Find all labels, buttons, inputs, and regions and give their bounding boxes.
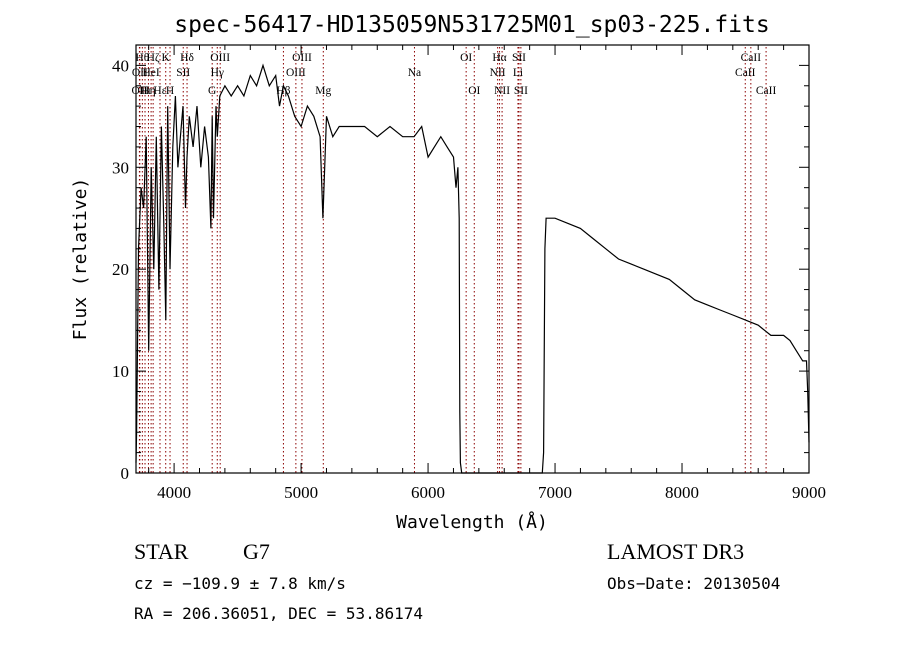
y-tick-label: 40 [112, 56, 129, 75]
line-label-18: Mg [315, 85, 331, 97]
x-tick-label: 5000 [284, 483, 318, 502]
line-label-9: H [166, 85, 174, 97]
y-tick-label: 0 [121, 464, 130, 483]
line-label-30: CaII [756, 85, 777, 97]
x-tick-label: 7000 [538, 483, 572, 502]
line-markers [138, 47, 767, 473]
plot-frame [135, 44, 810, 474]
y-axis-label: Flux (relative) [70, 178, 91, 341]
line-label-27: SII [514, 85, 528, 97]
x-tick-label: 8000 [665, 483, 699, 502]
line-label-4: Hη [141, 85, 155, 97]
line-label-25: Li [513, 67, 523, 79]
x-tick-label: 6000 [411, 483, 445, 502]
line-label-24: NII [494, 85, 510, 97]
line-label-22: NII [490, 67, 506, 79]
x-axis-ticks: 4000 5000 6000 7000 8000 9000 [148, 45, 826, 502]
line-label-2: Hθ [135, 52, 149, 64]
survey-name: LAMOST DR3 [607, 539, 744, 564]
coordinates-readout: RA = 206.36051, DEC = 53.86174 [134, 604, 423, 623]
redshift-readout: cz = −109.9 ± 7.8 km/s [134, 574, 346, 593]
line-label-28: CaII [735, 67, 756, 79]
line-label-13: Hγ [211, 67, 224, 79]
object-subclass: G7 [243, 539, 270, 564]
line-label-14: OIII [210, 52, 230, 64]
line-label-7: Hε [153, 85, 166, 97]
line-label-10: SII [176, 67, 190, 79]
line-label-5: HeI [142, 67, 159, 79]
line-label-23: Hα [492, 52, 506, 64]
line-label-17: OIII [292, 52, 312, 64]
y-axis-ticks: 0 10 20 30 40 [112, 44, 809, 483]
x-tick-label: 4000 [157, 483, 191, 502]
line-label-11: Hδ [180, 52, 194, 64]
line-label-16: OIII [286, 67, 306, 79]
line-label-21: OI [468, 85, 480, 97]
y-tick-label: 20 [112, 260, 129, 279]
line-label-29: CaII [741, 52, 762, 64]
line-label-8: K [162, 52, 171, 64]
line-label-12: G [208, 85, 216, 97]
y-tick-label: 10 [112, 362, 129, 381]
spectrum-line [135, 63, 810, 474]
x-axis-label: Wavelength (Å) [396, 511, 548, 533]
line-label-20: OI [460, 52, 472, 64]
line-label-3: Hι [139, 85, 151, 97]
chart-title: spec-56417-HD135059N531725M01_sp03-225.f… [174, 12, 769, 38]
obs-date-readout: Obs−Date: 20130504 [607, 574, 780, 593]
line-label-6: Hζ [147, 52, 160, 64]
x-tick-label: 9000 [792, 483, 826, 502]
object-class: STAR [134, 539, 189, 564]
line-label-26: SII [512, 52, 526, 64]
y-tick-label: 30 [112, 158, 129, 177]
line-label-19: Na [408, 67, 421, 79]
